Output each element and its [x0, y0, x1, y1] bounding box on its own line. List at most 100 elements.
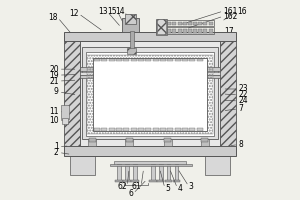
Bar [125, 14, 136, 24]
Bar [62, 118, 68, 124]
Text: 24: 24 [238, 96, 248, 105]
Bar [127, 48, 136, 54]
Bar [198, 22, 202, 25]
Bar [64, 32, 236, 41]
Bar [178, 22, 182, 25]
Bar [197, 128, 203, 131]
Bar [64, 41, 80, 146]
Text: 1: 1 [54, 142, 59, 151]
Bar [205, 156, 230, 175]
Text: 17: 17 [224, 27, 234, 36]
Bar [167, 29, 171, 33]
Text: 21: 21 [49, 77, 59, 86]
Bar [157, 180, 164, 182]
Bar [157, 19, 166, 34]
Bar [190, 59, 195, 61]
Bar [122, 18, 139, 32]
Bar [138, 128, 144, 131]
Bar [182, 128, 188, 131]
Text: 23: 23 [238, 84, 248, 93]
Bar [159, 164, 163, 181]
Bar [183, 29, 187, 33]
Bar [115, 180, 123, 182]
Bar [116, 128, 122, 131]
Bar [197, 59, 203, 61]
Text: 8: 8 [238, 140, 243, 149]
Bar [164, 139, 172, 146]
Bar [157, 22, 161, 25]
Bar [188, 22, 192, 25]
Bar [167, 164, 170, 181]
Bar [80, 41, 220, 146]
Bar [172, 22, 176, 25]
Text: 5: 5 [165, 184, 170, 193]
Bar [201, 138, 208, 142]
Bar [80, 67, 220, 71]
Bar [88, 139, 96, 146]
Text: 10: 10 [49, 116, 59, 125]
Text: 161: 161 [224, 7, 238, 16]
Text: 6: 6 [128, 189, 133, 198]
Bar [94, 59, 100, 61]
Bar [125, 139, 133, 146]
Text: 22: 22 [238, 90, 248, 99]
Bar [101, 59, 107, 61]
Bar [153, 128, 159, 131]
Bar [156, 19, 167, 35]
Bar [116, 59, 122, 61]
Bar [64, 146, 236, 156]
Bar [193, 29, 197, 33]
Text: 12: 12 [69, 9, 79, 18]
Text: 11: 11 [49, 107, 59, 116]
Bar [85, 52, 214, 136]
Bar [133, 164, 137, 181]
Bar [198, 29, 202, 33]
Bar [123, 180, 131, 182]
Bar [208, 22, 212, 25]
Bar [131, 59, 137, 61]
Text: 20: 20 [49, 65, 59, 74]
Bar [117, 164, 121, 181]
Bar [82, 47, 218, 139]
Bar [175, 128, 181, 131]
Bar [88, 55, 212, 134]
Text: 7: 7 [238, 104, 243, 113]
Bar [188, 29, 192, 33]
Bar [175, 59, 181, 61]
Text: 16: 16 [237, 7, 247, 16]
Bar [175, 164, 178, 181]
Bar [203, 22, 207, 25]
Bar [160, 59, 166, 61]
Bar [172, 29, 176, 33]
Bar [109, 59, 115, 61]
Text: 13: 13 [98, 7, 107, 16]
Text: 3: 3 [189, 182, 194, 191]
Text: 9: 9 [54, 87, 59, 96]
Bar [156, 20, 214, 26]
Bar [149, 180, 157, 182]
Text: 14: 14 [116, 7, 125, 16]
Bar [110, 164, 192, 166]
Bar [114, 161, 186, 165]
Bar [138, 59, 144, 61]
Bar [162, 22, 166, 25]
Bar [89, 138, 96, 142]
Bar [125, 164, 129, 181]
Bar [131, 180, 139, 182]
Bar [146, 59, 152, 61]
Bar [94, 128, 100, 131]
Text: 2: 2 [54, 148, 59, 157]
Bar [178, 29, 182, 33]
Bar [156, 27, 214, 34]
Bar [126, 138, 133, 142]
Bar [167, 22, 171, 25]
Bar [220, 41, 236, 146]
Bar [190, 128, 195, 131]
Bar [61, 105, 69, 119]
Bar [109, 128, 115, 131]
Text: 62: 62 [118, 182, 127, 191]
Bar [157, 29, 161, 33]
Bar [160, 128, 166, 131]
Bar [167, 128, 173, 131]
Bar [167, 59, 173, 61]
